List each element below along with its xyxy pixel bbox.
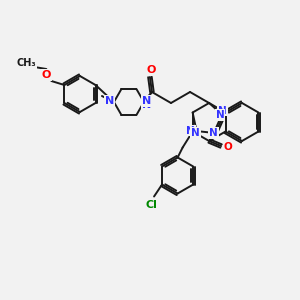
Text: N: N (186, 125, 195, 136)
Text: N: N (142, 100, 152, 110)
Text: Cl: Cl (145, 200, 157, 209)
Text: O: O (224, 142, 233, 152)
Text: N: N (191, 128, 200, 138)
Text: N: N (142, 96, 152, 106)
Text: O: O (146, 65, 156, 75)
Text: N: N (216, 110, 225, 120)
Text: N: N (209, 128, 218, 138)
Text: CH₃: CH₃ (17, 58, 36, 68)
Text: N: N (218, 106, 227, 116)
Text: O: O (42, 70, 51, 80)
Text: N: N (105, 96, 115, 106)
